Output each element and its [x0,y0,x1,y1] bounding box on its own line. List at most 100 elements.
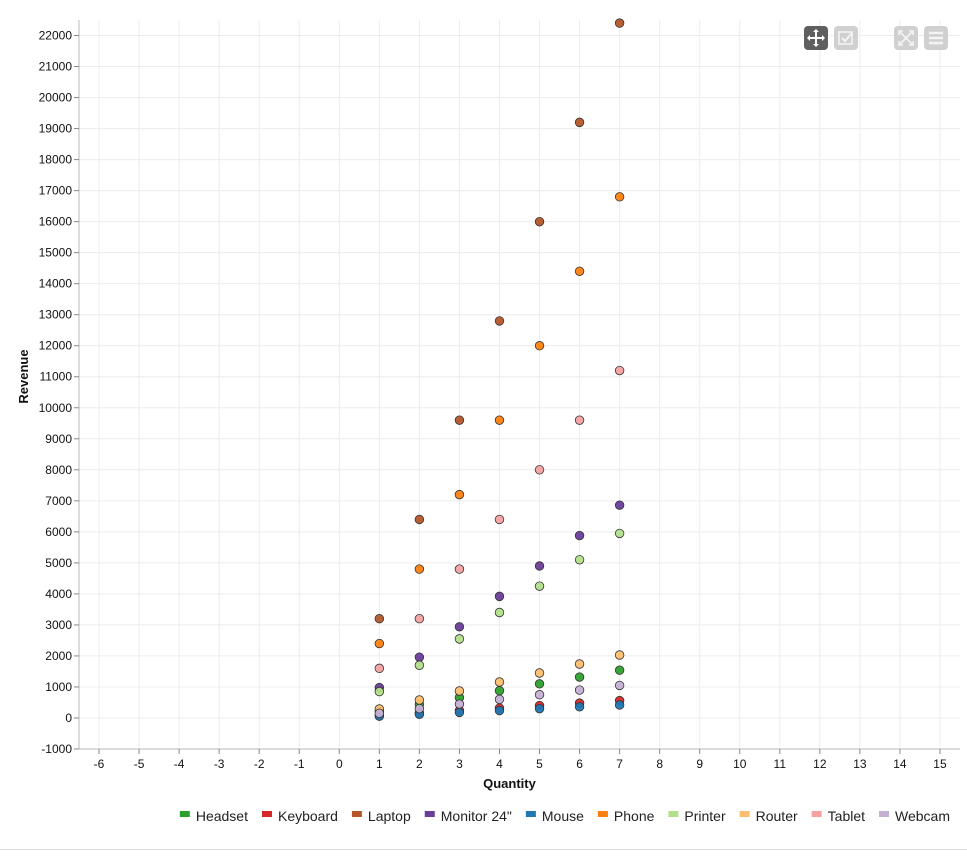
data-point-3-6[interactable] [614,500,625,510]
data-points [374,18,625,721]
data-point-6-1[interactable] [414,660,425,670]
menu-button[interactable] [924,26,948,50]
data-point-6-5[interactable] [574,555,585,565]
legend-item[interactable]: Tablet [811,808,865,824]
data-point-7-3[interactable] [494,677,505,687]
data-point-7-1[interactable] [414,695,425,705]
legend-label: Webcam [895,808,950,824]
data-point-2-1[interactable] [414,514,425,525]
data-point-3-4[interactable] [534,561,545,571]
legend-item[interactable]: Laptop [351,808,411,824]
y-tick-label: 16000 [39,215,73,229]
y-tick-label: 14000 [39,277,73,291]
data-point-6-4[interactable] [534,581,545,591]
data-point-3-1[interactable] [414,652,425,662]
data-point-8-3[interactable] [494,514,505,525]
legend-item[interactable]: Keyboard [261,808,338,824]
checkbox-box [838,31,853,45]
data-point-5-6[interactable] [614,192,625,202]
legend-item[interactable]: Printer [668,808,726,824]
data-point-3-2[interactable] [454,622,465,632]
data-point-6-0[interactable] [374,686,385,697]
data-point-5-5[interactable] [574,266,585,276]
legend-swatch [525,811,536,817]
legend-swatch [811,811,822,817]
data-point-3-3[interactable] [494,591,505,602]
data-point-0-6[interactable] [614,665,625,675]
legend-label: Tablet [828,808,865,824]
data-point-7-4[interactable] [534,668,545,678]
pan-tool-button[interactable] [804,26,828,50]
zoom-extent-button[interactable] [894,26,918,50]
data-point-9-5[interactable] [574,685,585,695]
data-point-2-2[interactable] [454,415,465,425]
data-point-5-4[interactable] [534,341,545,351]
data-point-9-1[interactable] [414,703,425,714]
button-bg [834,26,858,50]
data-point-9-4[interactable] [534,690,545,700]
x-tick-label: -2 [254,757,265,771]
y-tick-label: 0 [65,711,72,725]
expand-icon [898,30,914,46]
data-point-8-4[interactable] [534,465,545,475]
legend-item[interactable]: Webcam [879,808,950,824]
data-point-3-5[interactable] [574,530,585,541]
data-point-9-0[interactable] [374,708,385,719]
data-point-4-4[interactable] [534,703,545,714]
data-point-9-3[interactable] [494,694,505,705]
data-point-8-1[interactable] [414,614,425,624]
legend-label: Monitor 24" [441,808,512,824]
data-point-7-6[interactable] [614,650,625,660]
data-point-6-2[interactable] [454,634,465,644]
data-point-8-6[interactable] [614,365,625,376]
select-tool-button[interactable] [834,26,858,50]
hamburger-icon [929,31,943,45]
y-tick-label: 11000 [40,370,73,384]
legend-item[interactable]: Mouse [525,808,584,824]
data-point-5-0[interactable] [374,638,385,649]
x-tick-label: -4 [174,757,185,771]
data-point-2-4[interactable] [534,216,545,227]
data-point-9-2[interactable] [454,699,465,709]
data-point-2-3[interactable] [494,316,505,326]
hamburger-bar [929,41,943,45]
data-point-8-0[interactable] [374,663,385,674]
data-point-0-5[interactable] [574,672,585,682]
y-tick-label: 5000 [45,556,72,570]
data-point-8-5[interactable] [574,415,585,425]
data-point-4-3[interactable] [494,705,505,716]
data-point-2-6[interactable] [614,18,625,28]
data-point-4-2[interactable] [454,707,465,718]
x-tick-label: -6 [94,757,105,771]
data-point-5-3[interactable] [494,415,505,425]
data-point-6-6[interactable] [614,528,625,539]
data-point-9-6[interactable] [614,680,625,691]
x-tick-label: 14 [893,757,907,771]
x-tick-label: 5 [536,757,543,771]
y-tick-label: 9000 [45,432,72,446]
data-point-2-5[interactable] [574,117,585,128]
data-point-5-1[interactable] [414,564,425,574]
data-point-2-0[interactable] [374,614,385,624]
legend-item[interactable]: Phone [597,808,655,824]
data-point-7-5[interactable] [574,659,585,669]
data-point-7-2[interactable] [454,686,465,696]
data-point-0-4[interactable] [534,679,545,689]
legend-item[interactable]: Headset [179,808,248,824]
x-tick-label: 2 [416,757,423,771]
data-point-4-6[interactable] [614,700,625,710]
legend-item[interactable]: Router [739,808,798,824]
data-point-5-2[interactable] [454,489,465,500]
y-tick-label: 21000 [39,60,73,74]
x-tick-label: 10 [733,757,747,771]
data-point-0-3[interactable] [494,685,505,696]
hamburger-bar [929,36,943,40]
legend-item[interactable]: Monitor 24" [424,808,512,824]
data-point-6-3[interactable] [494,607,505,618]
y-tick-label: -1000 [41,742,72,756]
data-point-4-5[interactable] [574,702,585,712]
data-point-8-2[interactable] [454,564,465,574]
x-tick-label: 13 [853,757,867,771]
